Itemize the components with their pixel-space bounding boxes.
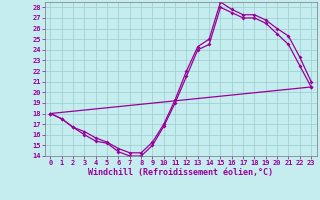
X-axis label: Windchill (Refroidissement éolien,°C): Windchill (Refroidissement éolien,°C) bbox=[88, 168, 273, 177]
